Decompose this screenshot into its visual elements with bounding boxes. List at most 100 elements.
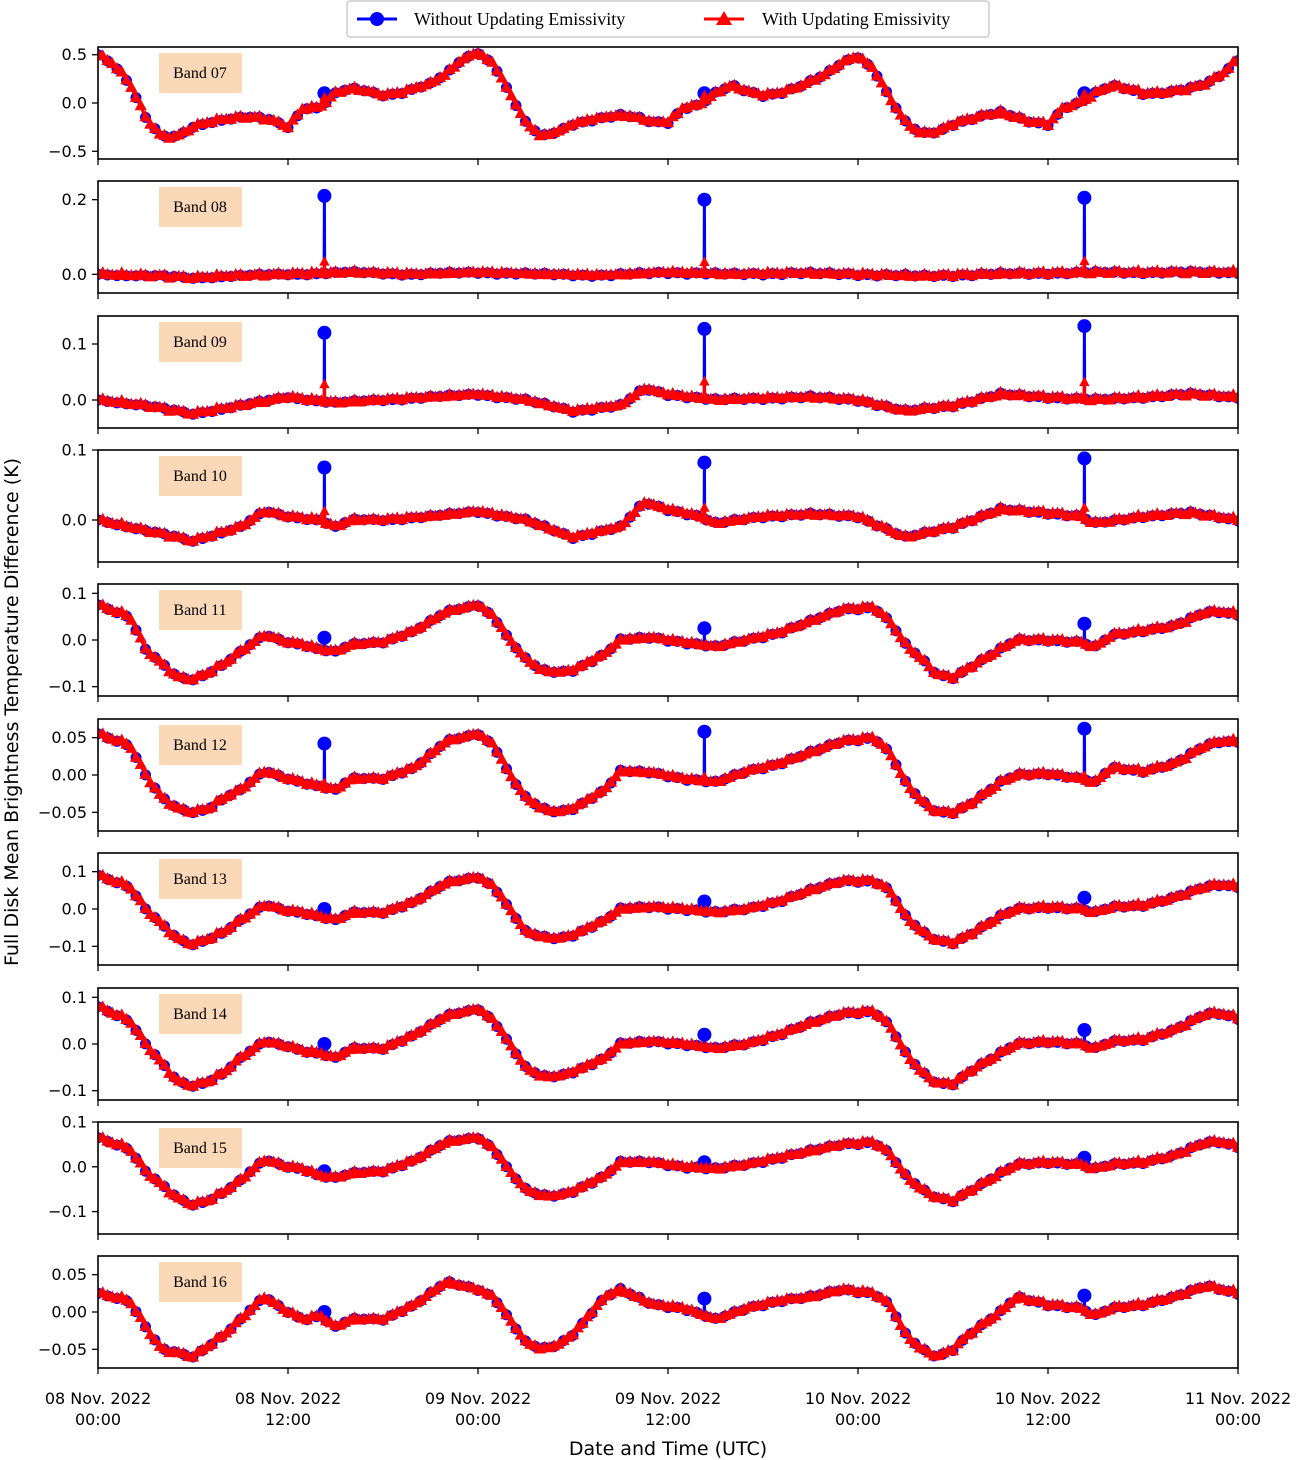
- spike-marker-without: [697, 1027, 712, 1042]
- y-tick-label: 0.2: [62, 190, 87, 209]
- marker-with: [756, 630, 770, 642]
- marker-with: [1160, 893, 1173, 905]
- marker-with: [889, 624, 903, 636]
- marker-with: [566, 1328, 580, 1340]
- marker-with: [818, 740, 831, 752]
- marker-with: [505, 904, 518, 916]
- marker-with: [224, 1060, 238, 1072]
- panel-band-09: Band 09 0.1 0.0: [62, 315, 1239, 434]
- band-label-box: [159, 1262, 242, 1302]
- marker-with: [158, 1058, 171, 1070]
- marker-with: [880, 610, 893, 622]
- spike-marker-with: [1079, 770, 1090, 780]
- marker-with: [1103, 1159, 1116, 1171]
- marker-with: [486, 607, 499, 620]
- plot-area: [98, 319, 1238, 420]
- marker-with: [619, 515, 632, 528]
- marker-with: [899, 907, 912, 920]
- spike-marker-with: [1079, 255, 1090, 266]
- spike-marker-without: [317, 630, 332, 645]
- spike-marker-without: [697, 321, 712, 336]
- spike-marker-without: [317, 736, 332, 751]
- marker-with: [965, 514, 979, 526]
- marker-with: [1065, 99, 1078, 111]
- marker-with: [148, 781, 162, 793]
- marker-with: [495, 890, 508, 902]
- marker-with: [139, 1163, 152, 1176]
- marker-with: [514, 106, 527, 119]
- marker-with: [125, 882, 138, 894]
- y-tick-label: 0.05: [51, 1265, 87, 1284]
- marker-with: [172, 128, 185, 140]
- marker-with: [595, 648, 608, 660]
- marker-with: [609, 770, 622, 782]
- spike-marker-without: [1077, 616, 1092, 631]
- y-tick-label: 0.1: [62, 441, 87, 460]
- marker-with: [148, 1048, 162, 1060]
- marker-with: [889, 1309, 903, 1322]
- marker-with: [880, 84, 893, 96]
- marker-with: [158, 658, 171, 670]
- marker-with: [1231, 53, 1238, 65]
- y-tick-label: 0.5: [62, 45, 87, 64]
- legend: Without Updating Emissivity With Updatin…: [346, 0, 990, 38]
- markers-with: [98, 47, 1238, 143]
- x-tick-label-date: 11 Nov. 2022: [1185, 1389, 1291, 1408]
- spike-marker-without: [317, 1037, 332, 1051]
- legend-frame: [346, 0, 990, 38]
- x-tick-label-time: 00:00: [455, 1410, 501, 1429]
- plot-area: [98, 868, 1238, 951]
- band-label: Band 13: [173, 871, 227, 888]
- spike-marker-without: [1077, 721, 1092, 736]
- y-tick-label: 0.00: [51, 766, 87, 785]
- marker-with: [205, 800, 219, 812]
- marker-with: [1231, 1012, 1238, 1024]
- band-label-box: [159, 187, 242, 227]
- series-line-without: [98, 195, 1238, 281]
- marker-with: [509, 1321, 523, 1333]
- panels: Band 07 0.5 0.0 −0.5 Band 08 0.2 0.0 Band 09 0.1…: [38, 45, 1239, 1374]
- panel-frame: [97, 1121, 1239, 1235]
- marker-with: [486, 1140, 499, 1152]
- marker-with: [980, 1315, 993, 1327]
- marker-with: [490, 615, 504, 627]
- marker-with: [1231, 1287, 1238, 1299]
- marker-with: [714, 774, 727, 787]
- marker-with: [129, 1304, 143, 1317]
- spike-marker-without: [697, 455, 712, 470]
- band-label-box: [159, 322, 242, 362]
- marker-with: [500, 80, 513, 92]
- marker-with: [885, 886, 898, 898]
- marker-with: [1231, 1140, 1238, 1152]
- marker-with: [1160, 1292, 1173, 1305]
- marker-with: [918, 653, 931, 665]
- panel-band-16: Band 16 0.05 0.00 −0.05: [38, 1255, 1239, 1374]
- marker-with: [1084, 90, 1097, 102]
- marker-with: [509, 640, 523, 653]
- marker-with: [134, 99, 147, 111]
- marker-with: [1227, 1008, 1238, 1020]
- marker-with: [576, 1316, 589, 1328]
- marker-with: [495, 1024, 508, 1037]
- x-tick-label-date: 08 Nov. 2022: [235, 1389, 341, 1408]
- spike-marker-with: [699, 375, 710, 386]
- spike-marker-without: [697, 1291, 712, 1306]
- marker-with: [880, 1143, 893, 1155]
- spike-marker-with: [319, 777, 330, 788]
- series-line-without: [98, 458, 1238, 543]
- markers-without: [98, 1132, 1238, 1211]
- legend-label-with: With Updating Emissivity: [762, 9, 950, 29]
- marker-with: [799, 1017, 812, 1030]
- marker-with: [984, 782, 998, 794]
- panel-band-07: Band 07 0.5 0.0 −0.5: [48, 45, 1239, 165]
- marker-with: [115, 65, 128, 77]
- marker-with: [129, 623, 143, 635]
- marker-with: [410, 759, 423, 771]
- y-tick-label: 0.0: [62, 1157, 87, 1176]
- series-line-with: [98, 1280, 1238, 1359]
- panel-band-15: Band 15 0.1 0.0 −0.1: [48, 1113, 1239, 1240]
- markers-with: [98, 1274, 1238, 1362]
- y-tick-label: −0.5: [48, 142, 87, 161]
- spike-marker-without: [317, 188, 332, 203]
- marker-with: [1231, 266, 1238, 278]
